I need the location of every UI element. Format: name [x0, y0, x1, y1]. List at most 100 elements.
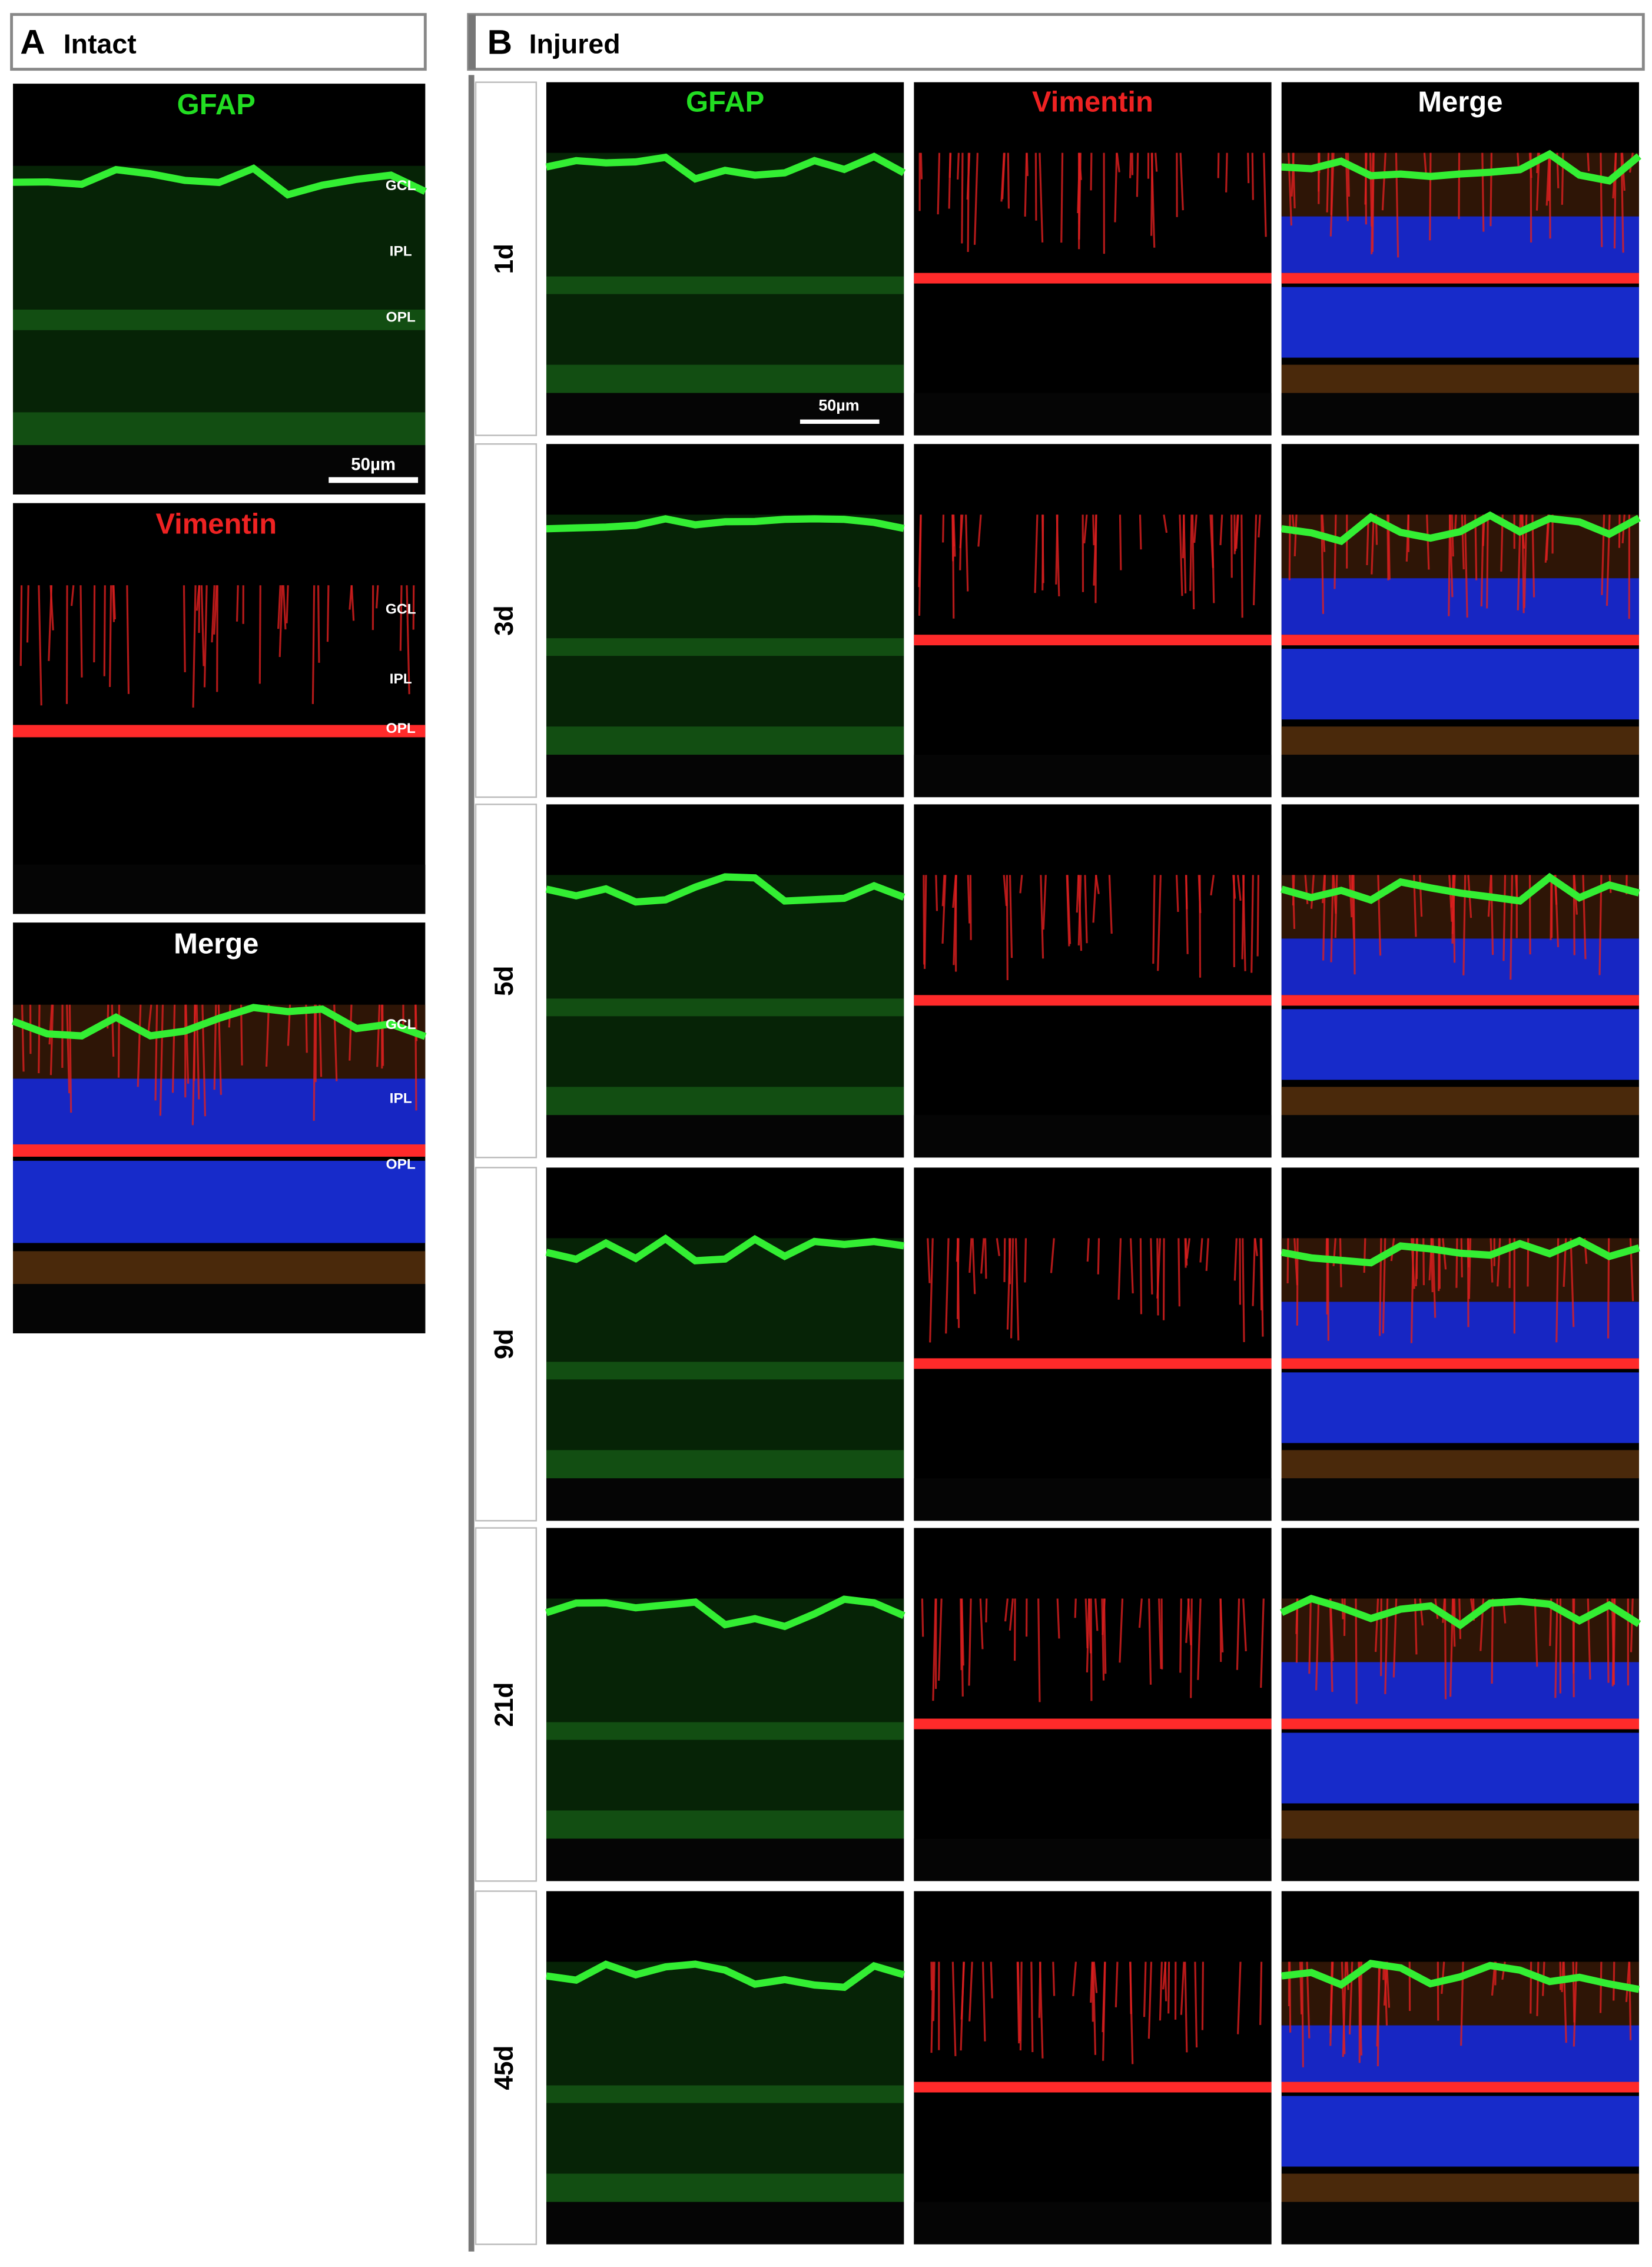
tissue-band: [13, 1078, 426, 1144]
fiber: [1502, 875, 1507, 961]
fiber: [1114, 1961, 1119, 2007]
fiber: [1468, 1238, 1472, 1299]
glia-fibers: [545, 152, 906, 183]
fiber: [1458, 1598, 1462, 1639]
bottom-strip: [1281, 755, 1639, 798]
fiber: [1158, 1598, 1162, 1669]
tissue-band: [1281, 216, 1639, 273]
fiber: [1237, 1961, 1242, 2034]
fiber: [973, 152, 978, 245]
fiber: [1097, 1238, 1100, 1274]
fiber: [350, 585, 355, 621]
fiber: [278, 585, 283, 658]
fiber: [1384, 1961, 1388, 2026]
fiber: [1405, 515, 1409, 562]
fiber: [313, 1004, 316, 1121]
fiber: [1185, 1598, 1190, 1643]
fiber: [953, 515, 956, 557]
fiber: [961, 152, 964, 244]
fiber: [48, 585, 53, 661]
fiber: [1019, 1961, 1023, 2051]
glia-fibers: [546, 515, 905, 533]
fiber: [1194, 1961, 1198, 2048]
tissue-band: [1281, 2173, 1639, 2202]
fiber: [1263, 152, 1267, 237]
scale-bar: [800, 419, 880, 424]
image-title: GFAP: [177, 89, 256, 121]
tissue-band: [546, 152, 904, 393]
row-label: 3d: [490, 605, 519, 635]
layer-label: GCL: [386, 178, 416, 194]
fiber: [1060, 152, 1064, 243]
fiber: [980, 1238, 985, 1274]
fiber: [1628, 1961, 1632, 2040]
fiber: [48, 1004, 53, 1045]
fiber: [1129, 152, 1132, 178]
fiber: [1189, 515, 1193, 591]
fiber: [1108, 875, 1113, 934]
glia-fibers: [11, 1004, 427, 1040]
tissue-band: [1281, 1810, 1639, 1839]
layer-label: OPL: [386, 1156, 416, 1172]
fiber: [1377, 875, 1382, 956]
glia-fibers: [546, 1960, 905, 1991]
fiber: [376, 1004, 381, 1067]
fiber: [1419, 875, 1423, 917]
fiber: [154, 1004, 158, 1101]
row-label: 45d: [490, 2046, 519, 2090]
fiber: [1148, 1598, 1152, 1685]
fiber: [1555, 1238, 1560, 1343]
fiber: [1291, 152, 1295, 197]
tissue-band: [546, 515, 904, 755]
fiber: [1006, 1238, 1011, 1330]
fiber: [969, 875, 972, 940]
fiber: [971, 1238, 976, 1295]
layer-label: IPL: [390, 671, 412, 687]
tissue-band: [1281, 1961, 1639, 2026]
fiber: [1375, 1598, 1379, 1652]
fiber: [1092, 515, 1095, 546]
fiber: [1252, 515, 1258, 606]
bottom-strip: [914, 1115, 1272, 1158]
fiber: [1162, 1238, 1165, 1320]
fiber: [1486, 515, 1489, 609]
fiber: [1072, 1961, 1077, 1997]
fiber: [941, 875, 947, 944]
fiber: [1090, 1598, 1093, 1701]
tissue-band: [546, 1810, 904, 1839]
fiber: [1163, 514, 1168, 533]
glia-fibers: [545, 1234, 905, 1264]
fiber: [126, 585, 130, 694]
tissue-band: [546, 1722, 904, 1740]
fiber: [1292, 875, 1296, 930]
fiber: [1074, 1598, 1077, 1618]
column-title: GFAP: [686, 86, 764, 118]
fiber: [68, 1004, 72, 1113]
fiber: [21, 1004, 25, 1072]
glia-fibers: [12, 164, 427, 199]
fiber: [1410, 1238, 1415, 1343]
scale-bar-label: 50µm: [351, 455, 396, 474]
fiber: [968, 1961, 973, 2022]
fiber: [1193, 515, 1197, 543]
fiber: [951, 1961, 957, 2056]
fiber: [1242, 1238, 1245, 1342]
fiber: [1143, 1961, 1147, 2017]
glia-fibers: [1281, 872, 1640, 905]
bottom-strip: [13, 1284, 426, 1333]
fiber: [918, 515, 922, 616]
fiber: [1211, 515, 1215, 603]
fiber: [1358, 1961, 1363, 2056]
fiber: [1315, 1598, 1320, 1691]
tissue-band: [1281, 1358, 1639, 1369]
row-label-box: [475, 81, 538, 436]
fiber: [1009, 1598, 1014, 1631]
fiber: [66, 1004, 71, 1094]
fiber: [412, 585, 415, 630]
fiber: [1117, 1238, 1122, 1300]
tissue-band: [914, 273, 1272, 284]
fiber: [1052, 1961, 1056, 1996]
fiber: [159, 1004, 164, 1116]
fiber: [1024, 1238, 1027, 1283]
